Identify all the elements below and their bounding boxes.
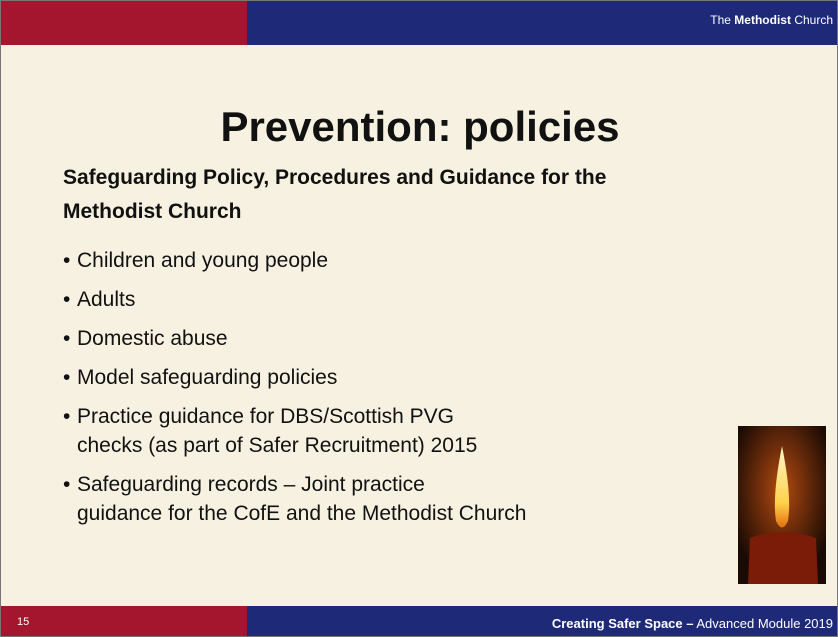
course-name: Creating Safer Space – Advanced Module 2… (552, 616, 833, 631)
bullet: Children and young people (63, 246, 526, 275)
subtitle-line: Methodist Church (63, 195, 606, 229)
brand-bold: Methodist (734, 13, 791, 27)
subtitle-line: Safeguarding Policy, Procedures and Guid… (63, 161, 606, 195)
bullet-line: guidance for the CofE and the Methodist … (77, 499, 526, 528)
subtitle: Safeguarding Policy, Procedures and Guid… (63, 161, 606, 229)
slide-title: Prevention: policies (1, 103, 838, 151)
bullet: Adults (63, 285, 526, 314)
bullet-line: checks (as part of Safer Recruitment) 20… (77, 431, 526, 460)
footer-red (1, 606, 247, 637)
brand-suffix: Church (794, 13, 833, 27)
bullet: Safeguarding records – Joint practicegui… (63, 470, 526, 528)
bullet-line: Children and young people (77, 246, 526, 275)
bullet-line: Model safeguarding policies (77, 363, 526, 392)
course-bold: Creating Safer Space – (552, 616, 694, 631)
bullet: Practice guidance for DBS/Scottish PVGch… (63, 402, 526, 460)
slide: The Methodist Church Prevention: policie… (0, 0, 838, 637)
header-red (1, 1, 247, 45)
bullet-line: Adults (77, 285, 526, 314)
bullet-line: Safeguarding records – Joint practice (77, 470, 526, 499)
course-rest: Advanced Module 2019 (696, 616, 833, 631)
bullet: Domestic abuse (63, 324, 526, 353)
brand: The Methodist Church (710, 13, 833, 27)
bullet: Model safeguarding policies (63, 363, 526, 392)
brand-prefix: The (710, 13, 731, 27)
bullet-list: Children and young people Adults Domestic … (63, 246, 526, 538)
bullet-line: Practice guidance for DBS/Scottish PVG (77, 402, 526, 431)
bullet-line: Domestic abuse (77, 324, 526, 353)
candle-image (738, 426, 826, 584)
footer-bar: 15 Creating Safer Space – Advanced Modul… (1, 606, 838, 637)
page-number: 15 (17, 616, 29, 628)
header-bar: The Methodist Church (1, 1, 838, 45)
